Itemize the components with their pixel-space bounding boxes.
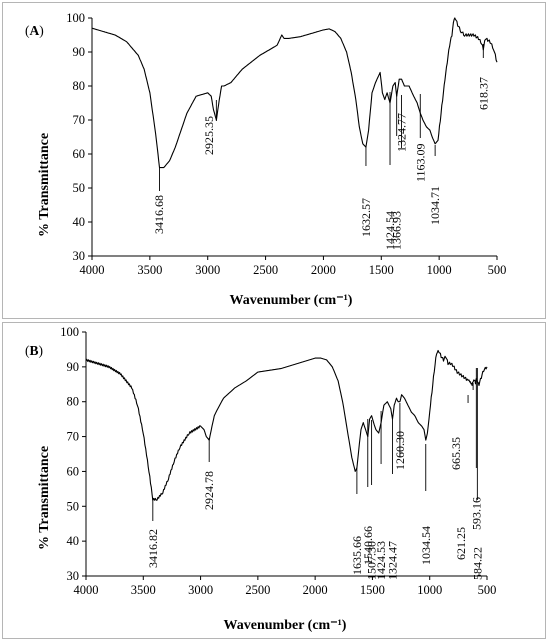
panel-b-y-tick-label: 50 [67,499,80,513]
panel-a-peak-label: 1366.93 [390,211,404,250]
panel-b-y-tick-label: 100 [60,325,79,339]
panel-a-x-tick-label: 1500 [369,263,394,277]
panel-a-peak-label: 1034.71 [428,186,442,225]
panel-b-peak-label: 2924.78 [202,471,216,510]
panel-a-peak-label: 1424.54 [383,211,397,250]
panel-a-y-tick-label: 100 [66,11,85,25]
panel-b-x-tick-label: 3500 [131,583,156,597]
panel-a-y-tick-label: 40 [73,215,86,229]
panel-a-y-tick-label: 60 [73,147,86,161]
panel-b: (B) % Transmittance Wavenumber (cm⁻¹) 30… [2,322,546,639]
panel-a-x-tick-label: 500 [488,263,507,277]
panel-b-peak-label: 621.25 [454,527,468,560]
panel-b-x-tick-label: 4000 [74,583,99,597]
panel-a-y-tick-label: 80 [73,79,86,93]
panel-a-peak-label: 1163.09 [413,143,427,182]
panel-b-peak-label: 1635.66 [350,536,364,575]
panel-b-x-axis-title: Wavenumber (cm⁻¹) [224,618,347,633]
panel-b-peak-label: 584.22 [470,547,484,580]
panel-b-y-axis-title: % Transmittance [37,446,52,550]
panel-a-spectrum-line [91,17,498,169]
panel-b-frame [2,322,546,639]
panel-a-plot: 30 40 50 60 70 80 90 100 4000 3500 3000 2500 2000 150… [66,11,506,277]
panel-a-peak-label: 618.37 [476,77,490,110]
panel-a-y-tick-label: 50 [73,181,86,195]
panel-a-y-tick-label: 30 [73,249,86,263]
panel-a-frame [2,2,546,319]
panel-a-peak-label: 2925.35 [202,116,216,155]
panel-b-x-tick-label: 500 [478,583,497,597]
panel-b-plot: 30 40 50 60 70 80 90 100 4000 3500 3000 2500 2000 150… [60,325,496,597]
panel-a-peak-label: 1632.57 [359,198,373,237]
panel-b-y-tick-label: 90 [67,360,80,374]
panel-a-x-tick-label: 1000 [427,263,452,277]
panel-a: (A) % Transmittance Wavenumber (cm⁻¹) 30… [2,2,546,319]
panel-b-x-tick-label: 2000 [303,583,328,597]
panel-b-y-tick-label: 70 [67,430,80,444]
panel-b-peak-label: 593.16 [469,497,483,530]
panel-b-peak-label: 1324.47 [386,541,400,580]
panel-b-y-tick-label: 30 [67,569,80,583]
panel-a-x-tick-label: 2000 [311,263,336,277]
panel-a-x-tick-label: 4000 [80,263,105,277]
panel-b-peak-label: 1507.30 [365,541,379,580]
panel-a-y-tick-label: 90 [73,45,86,59]
panel-b-y-tick-label: 80 [67,395,80,409]
panel-b-x-tick-label: 1500 [360,583,385,597]
panel-b-x-tick-label: 3000 [188,583,213,597]
panel-a-x-axis-title: Wavenumber (cm⁻¹) [230,293,353,308]
panel-b-y-tick-label: 40 [67,534,80,548]
panel-b-x-tick-label: 2500 [245,583,270,597]
panel-b-peak-label: 1540.66 [361,526,375,565]
panel-a-y-tick-label: 70 [73,113,86,127]
panel-a-x-tick-label: 3500 [137,263,162,277]
panel-a-label: (A) [25,23,44,38]
panel-a-x-tick-label: 3000 [195,263,220,277]
panel-b-peak-label: 1034.54 [419,526,433,565]
panel-a-x-tick-label: 2500 [253,263,278,277]
panel-a-peak-label: 1324.77 [395,113,409,152]
panel-a-letter: A [30,23,40,38]
panel-a-y-axis-title: % Transmittance [37,133,52,237]
panel-b-peak-label: 665.35 [449,437,463,470]
panel-b-letter: B [30,343,39,358]
panel-b-x-tick-label: 1000 [417,583,442,597]
panel-a-peak-label: 3416.68 [152,195,166,234]
panel-b-y-tick-label: 60 [67,464,80,478]
panel-b-peak-label: 1424.53 [374,541,388,580]
panel-b-label: (B) [25,343,43,358]
panel-b-peak-label: 3416.82 [146,529,160,568]
panel-b-peak-label: 1260.30 [393,431,407,470]
